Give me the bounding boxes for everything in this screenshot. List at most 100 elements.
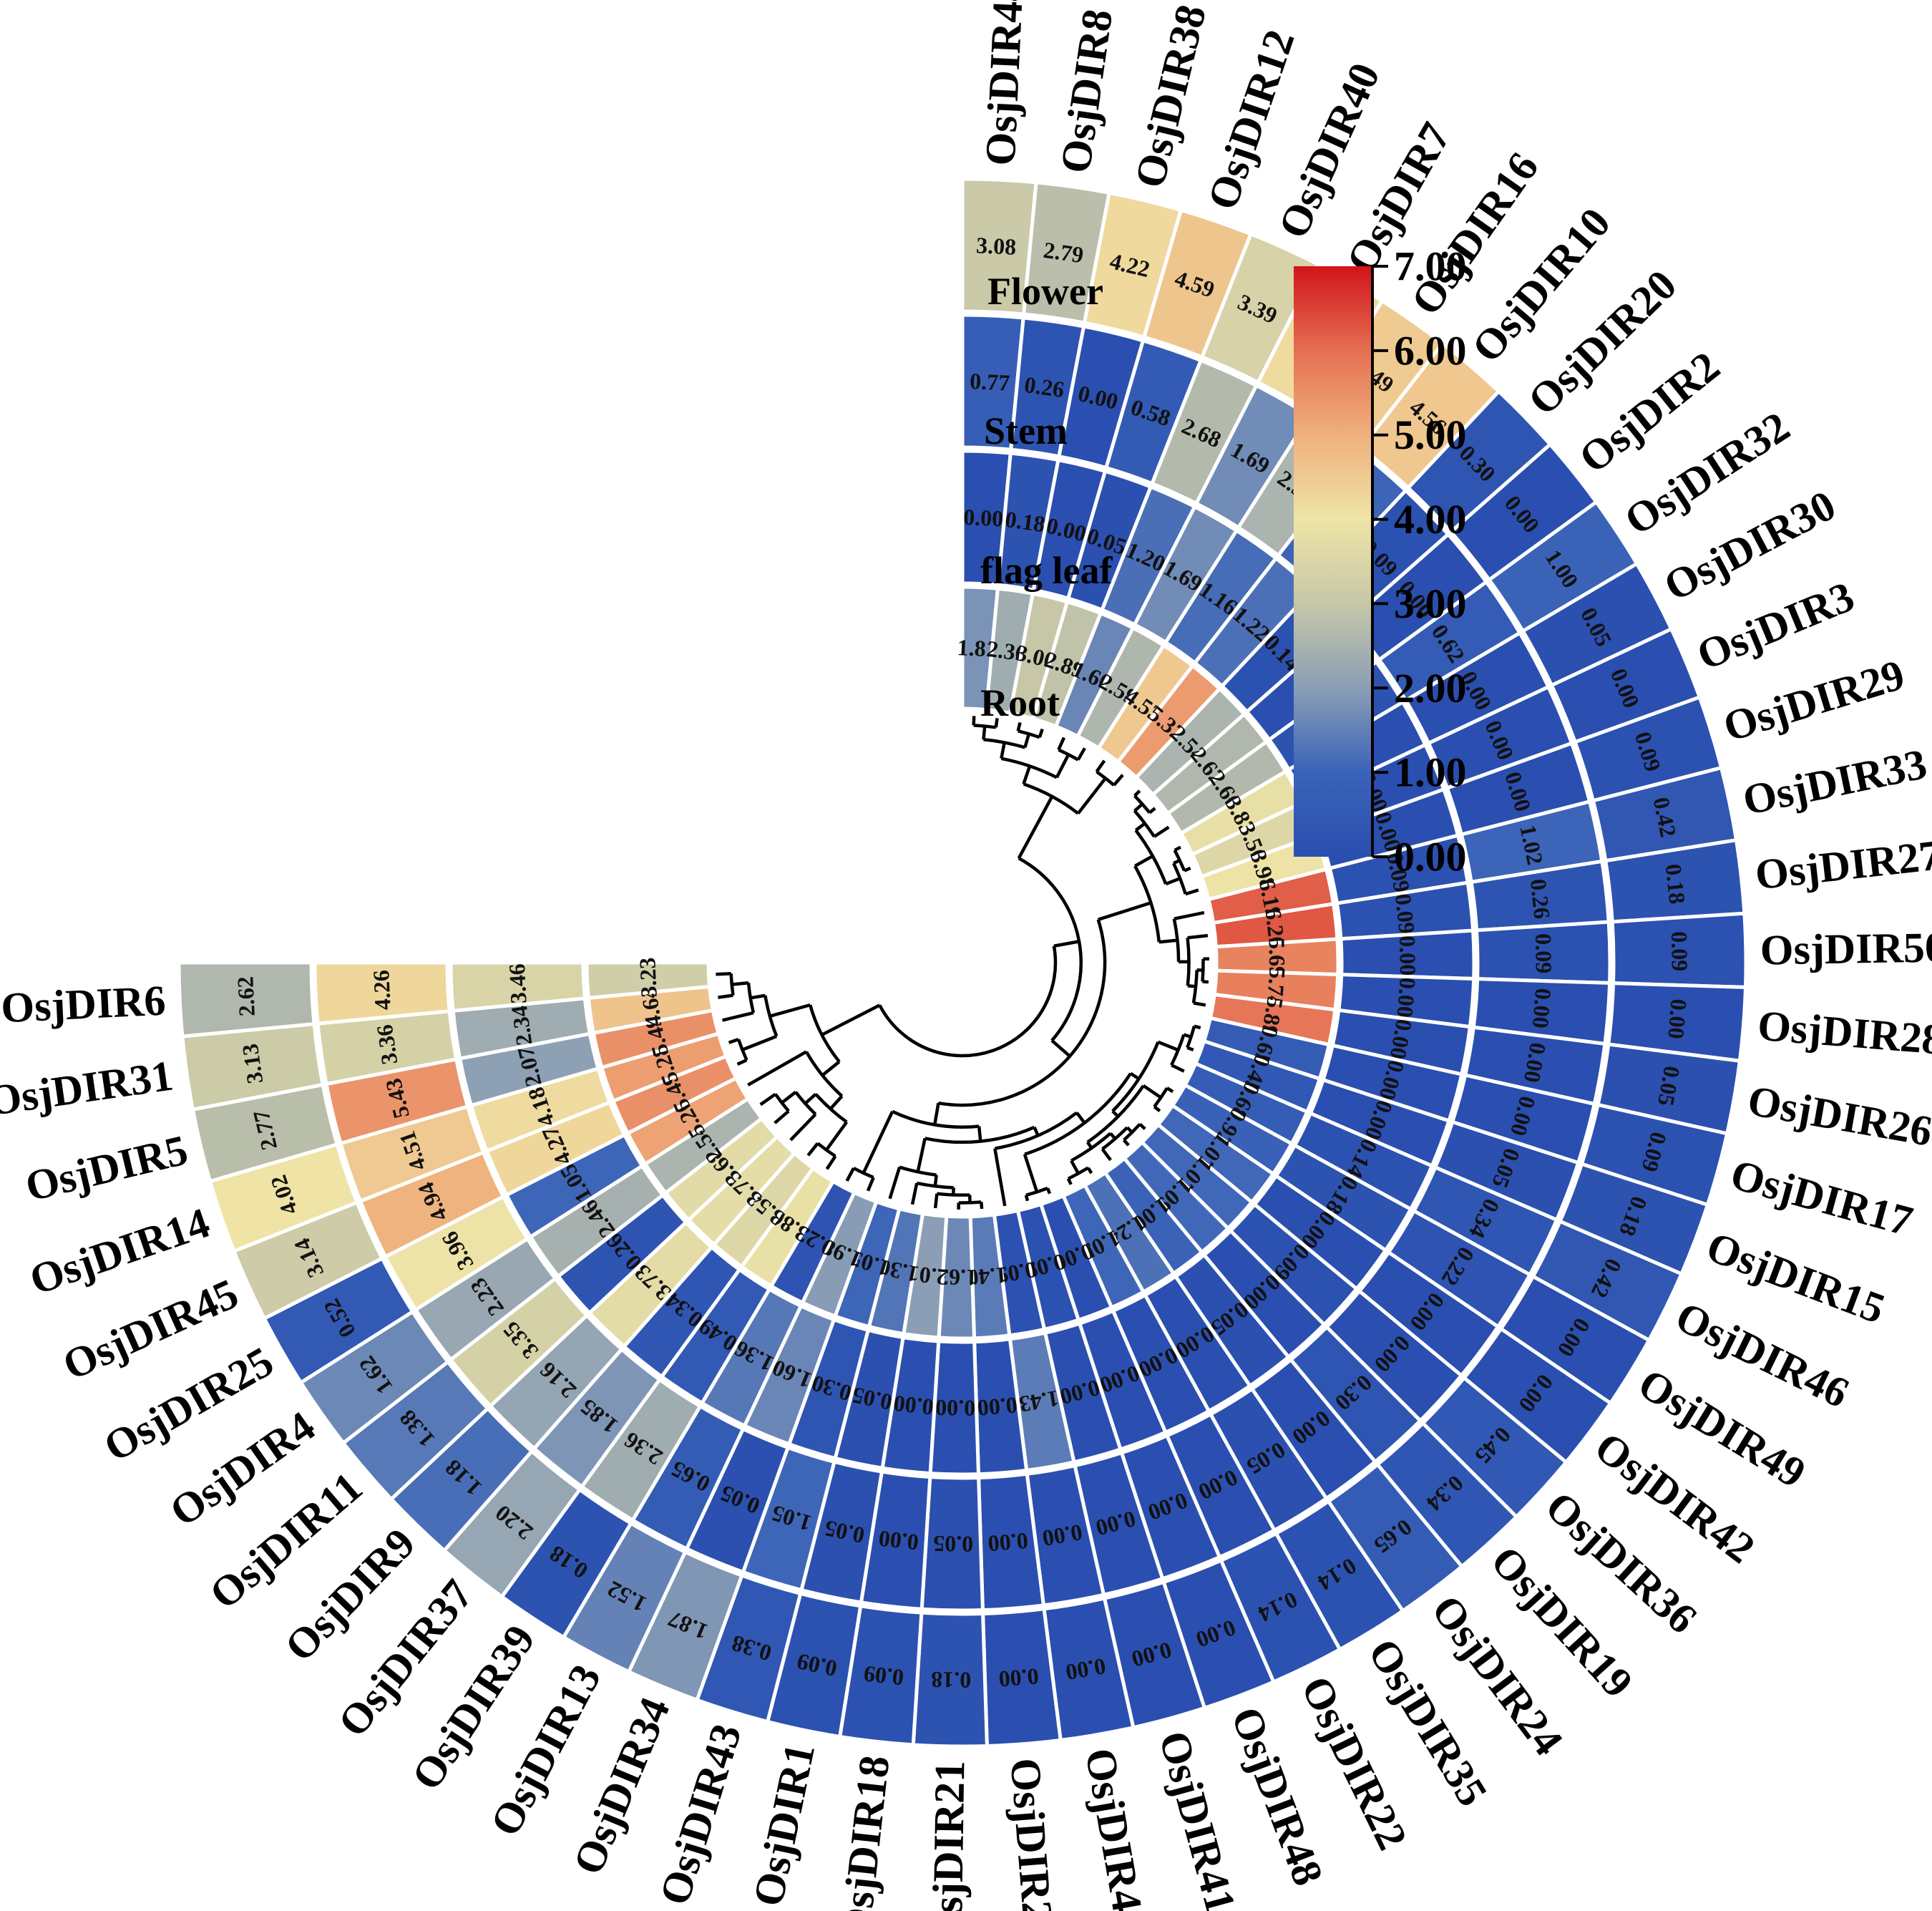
dendrogram-branch	[1171, 1064, 1185, 1073]
dendrogram-branch	[1050, 1039, 1071, 1058]
dendrogram-branch	[1038, 728, 1044, 738]
cell-value-label: 0.05	[933, 1531, 974, 1557]
dendrogram-branch	[982, 726, 987, 740]
gene-label: OsjDIR33	[1739, 740, 1931, 824]
cell-value-label: 0.09	[1390, 893, 1420, 935]
gene-label: OsjDIR18	[831, 1754, 898, 1911]
cell-value-label: 0.77	[969, 368, 1010, 396]
dendrogram-branch	[759, 1092, 776, 1107]
cell-value-label: 0.00	[1392, 977, 1420, 1019]
gene-label: OsjDIR27	[1753, 831, 1932, 898]
cell-value-label: 0.26	[1526, 877, 1556, 920]
tissue-label: Root	[980, 681, 1060, 724]
dendrogram-branch	[750, 993, 766, 1000]
dendrogram-arc	[1096, 770, 1116, 787]
cell-value-label: 3.13	[237, 1042, 268, 1086]
gene-label: OsjDIR50	[1760, 923, 1932, 973]
cell-value-label: 0.26	[1023, 371, 1066, 403]
dendrogram-branch	[1174, 845, 1181, 852]
dendrogram-arc	[1101, 1126, 1128, 1151]
gene-label: OsjDIR17	[1726, 1150, 1918, 1245]
dendrogram-arc	[809, 1004, 841, 1063]
dendrogram-arc	[1133, 794, 1151, 814]
dendrogram-arc	[1191, 970, 1199, 1003]
dendrogram-branch	[804, 1092, 817, 1105]
gene-label: OsjDIR29	[1718, 651, 1910, 751]
colorbar-tick-label: 7.00	[1394, 243, 1467, 290]
dendrogram-branch	[718, 993, 733, 999]
cell-value-label: 3.46	[504, 963, 532, 1005]
dendrogram-branch	[1066, 1177, 1073, 1185]
dendrogram-arc	[1133, 865, 1161, 943]
dendrogram-branch	[1076, 747, 1086, 761]
dendrogram-branch	[1148, 807, 1156, 815]
colorbar-tick-label: 2.00	[1394, 665, 1467, 711]
dendrogram	[716, 716, 1209, 1210]
dendrogram-branch	[747, 1050, 807, 1086]
dendrogram-branch	[1194, 1024, 1201, 1030]
dendrogram-branch	[888, 1167, 902, 1200]
cell-value-label: 3.36	[371, 1023, 403, 1066]
dendrogram-branch	[1202, 980, 1209, 984]
dendrogram-arc	[1018, 857, 1083, 1042]
gene-label: OsjDIR8	[1051, 6, 1121, 176]
dendrogram-arc	[916, 1181, 954, 1190]
dendrogram-arc	[1201, 958, 1205, 982]
dendrogram-branch	[1193, 1001, 1206, 1007]
dendrogram-branch	[781, 1091, 797, 1104]
dendrogram-arc	[973, 724, 997, 729]
dendrogram-branch	[825, 1121, 849, 1152]
dendrogram-branch	[862, 1110, 894, 1174]
gene-label: OsjDIR28	[1756, 1002, 1932, 1064]
dendrogram-branch	[1022, 765, 1032, 785]
dendrogram-branch	[1133, 855, 1154, 867]
colorbar-tick-label: 3.00	[1394, 580, 1467, 627]
dendrogram-branch	[1133, 802, 1143, 812]
dendrogram-arc	[1123, 1123, 1141, 1142]
dendrogram-arc	[1067, 1166, 1089, 1180]
dendrogram-branch	[1023, 733, 1031, 748]
dendrogram-branch	[1070, 1159, 1080, 1175]
dendrogram-branch	[1095, 759, 1106, 773]
cell-value-label: 0.00	[1528, 987, 1556, 1029]
dendrogram-branch	[1134, 822, 1146, 832]
dendrogram-branch	[728, 1038, 739, 1044]
dendrogram-arc	[1173, 849, 1186, 872]
cell-value-label: 0.00	[1663, 998, 1692, 1040]
cell-value-label: 0.00	[963, 504, 1005, 532]
dendrogram-arc	[1000, 757, 1058, 779]
dendrogram-arc	[892, 1109, 980, 1129]
dendrogram-arc	[899, 1165, 937, 1177]
dendrogram-branch	[1057, 736, 1066, 751]
dendrogram-branch	[916, 1137, 927, 1172]
dendrogram-branch	[1129, 1071, 1140, 1081]
heatmap-cell	[449, 961, 587, 1013]
heatmap-cell	[177, 961, 316, 1039]
dendrogram-arc	[938, 919, 1107, 1107]
dendrogram-branch	[1023, 1154, 1039, 1193]
dendrogram-arc	[816, 1142, 836, 1158]
dendrogram-branch	[774, 1109, 790, 1124]
dendrogram-arc	[1172, 918, 1181, 962]
tissue-label: Stem	[984, 409, 1068, 452]
dendrogram-branch	[1098, 901, 1152, 921]
gene-label: OsjDIR47	[1076, 1745, 1155, 1911]
colorbar: 0.00 1.00 2.00 3.00 4.00 5.00 6.00 7.00	[1294, 243, 1467, 880]
dendrogram-branch	[1017, 795, 1054, 860]
dendrogram-arc	[1018, 729, 1040, 739]
cell-value-label: 0.09	[1531, 933, 1557, 974]
gene-label: OsjDIR1	[744, 1739, 824, 1910]
gene-label: OsjDIR5	[21, 1126, 192, 1210]
dendrogram-arc	[983, 738, 1025, 749]
cell-value-label: 0.00	[877, 1526, 920, 1556]
dendrogram-branch	[1157, 1040, 1179, 1052]
dendrogram-branch	[1153, 825, 1170, 838]
dendrogram-branch	[1184, 866, 1191, 872]
dendrogram-branch	[933, 1193, 939, 1209]
dendrogram-arc	[1111, 1041, 1160, 1113]
gene-label: OsjDIR41	[1150, 1726, 1244, 1911]
cell-value-label: 2.34	[506, 1003, 537, 1047]
dendrogram-branch	[993, 1148, 1007, 1207]
dendrogram-arc	[1023, 782, 1080, 815]
dendrogram-branch	[806, 1142, 819, 1157]
